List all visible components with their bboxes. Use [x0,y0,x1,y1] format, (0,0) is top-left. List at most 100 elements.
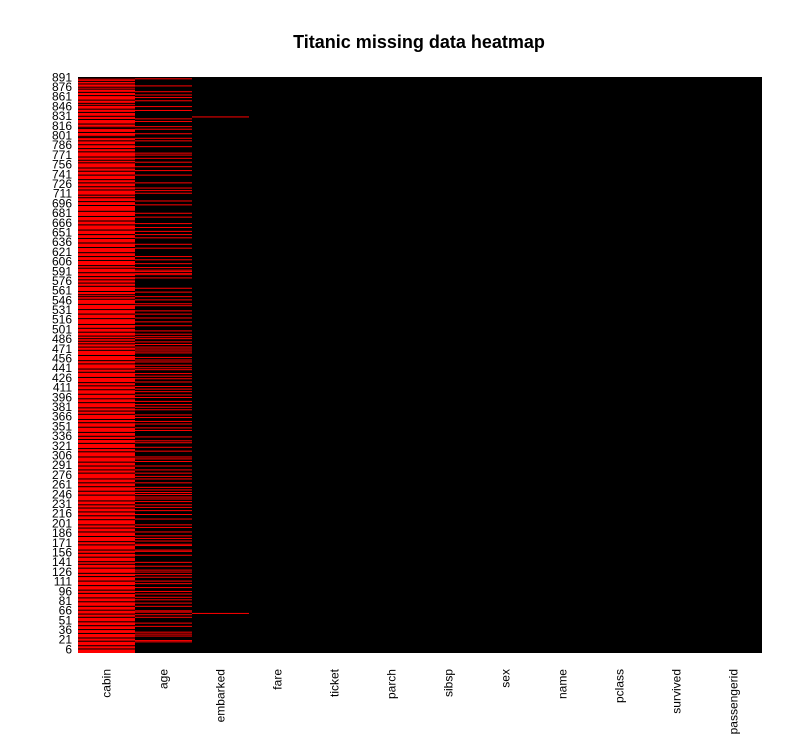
heatmap-cell-age-missing [135,338,192,340]
heatmap-cell-age-missing [135,406,192,408]
heatmap-cell-cabin-present [78,407,135,409]
heatmap-cell-cabin-present [78,104,135,106]
heatmap-cell-cabin-present [78,576,135,578]
y-tick-label: 501 [52,322,72,336]
heatmap-cell-cabin-present [78,640,135,642]
heatmap-cell-cabin-present [78,511,135,513]
heatmap-cell-age-missing [135,549,192,551]
heatmap-cell-age-missing [135,109,192,111]
heatmap-cell-cabin-present [78,303,135,305]
heatmap-cell-cabin-present [78,290,135,292]
heatmap-cell-cabin-present [78,88,135,90]
heatmap-cell-age-missing [135,325,192,327]
heatmap-cell-age-missing [135,375,192,377]
heatmap-cell-cabin-present [78,461,135,463]
heatmap-cell-age-missing [135,321,192,323]
heatmap-cell-age-missing [135,458,192,460]
heatmap-cell-age-missing [135,388,192,390]
heatmap-cell-age-missing [135,614,192,616]
heatmap-cell-age-missing [135,263,192,265]
y-tick-label: 351 [52,419,72,433]
heatmap-cell-age-missing [135,243,192,245]
x-tick-label-age: age [157,669,171,689]
heatmap-cell-cabin-present [78,338,135,340]
heatmap-cell-age-missing [135,133,192,135]
heatmap-cell-age-missing [135,400,192,402]
heatmap-cell-age-missing [135,543,192,545]
heatmap-cell-age-missing [135,526,192,528]
heatmap-cell-age-missing [135,182,192,184]
y-tick-label: 546 [52,293,72,307]
heatmap-cell-cabin-present [78,252,135,254]
x-tick-label-pclass: pclass [613,669,627,703]
heatmap-cell-age-missing [135,469,192,471]
heatmap-cell-cabin-present [78,500,135,502]
heatmap-cell-cabin-present [78,524,135,526]
heatmap-cell-cabin-present [78,242,135,244]
heatmap-cell-age-missing [135,561,192,563]
heatmap-cell-age-missing [135,346,192,348]
heatmap-cell-cabin-present [78,597,135,599]
y-tick-label: 321 [52,439,72,453]
y-tick-label: 246 [52,487,72,501]
heatmap-cell-cabin-present [78,265,135,267]
heatmap-cell-cabin-present [78,210,135,212]
heatmap-cell-age-missing [135,472,192,474]
heatmap-cell-age-missing [135,272,192,274]
heatmap-cell-cabin-present [78,368,135,370]
heatmap-cell-age-missing [135,192,192,194]
heatmap-cell-age-missing [135,269,192,271]
heatmap-cell-age-missing [135,317,192,319]
heatmap-cell-age-missing [135,504,192,506]
heatmap-cell-age-missing [135,633,192,635]
heatmap-cell-age-missing [135,336,192,338]
y-tick-label: 381 [52,400,72,414]
heatmap-cell-age-missing [135,381,192,383]
heatmap-cell-age-missing [135,506,192,508]
heatmap-cell-age-missing [135,540,192,542]
heatmap-cell-age-missing [135,373,192,375]
heatmap-cell-age-missing [135,436,192,438]
heatmap-cell-cabin-present [78,224,135,226]
heatmap-cell-cabin-present [78,267,135,269]
heatmap-cell-cabin-present [78,504,135,506]
heatmap-cell-cabin-present [78,162,135,164]
heatmap-cell-cabin-present [78,426,135,428]
heatmap-cell-age-missing [135,348,192,350]
heatmap-cell-age-missing [135,596,192,598]
heatmap-cell-cabin-present [78,119,135,121]
heatmap-cell-cabin-present [78,609,135,611]
heatmap-cell-age-missing [135,496,192,498]
heatmap-cell-cabin-present [78,478,135,480]
heatmap-cell-age-missing [135,91,192,93]
y-tick-label: 471 [52,342,72,356]
heatmap-cell-cabin-present [78,205,135,206]
heatmap-cell-cabin-present [78,527,135,529]
y-tick-label: 216 [52,507,72,521]
y-tick-label: 261 [52,478,72,492]
x-axis-ticks: cabin age embarked fare ticket parch sibsp sex n… [100,668,741,734]
heatmap-cell-age-missing [135,456,192,458]
x-tick-label-survived: survived [670,669,684,714]
heatmap-cell-age-missing [135,237,192,239]
heatmap-cell-cabin-present [78,123,135,125]
y-tick-label: 771 [52,148,72,162]
heatmap-cell-age-missing [135,610,192,612]
y-tick-label: 516 [52,313,72,327]
heatmap-cell-cabin-present [78,131,135,133]
heatmap-cell-age-missing [135,187,192,189]
heatmap-cell-age-missing [135,465,192,467]
heatmap-cell-age-missing [135,580,192,582]
heatmap-cell-cabin-present [78,645,135,647]
heatmap-cell-age-missing [135,146,192,148]
heatmap-cell-cabin-present [78,448,135,450]
heatmap-cell-cabin-present [78,519,135,521]
heatmap-cell-age-missing [135,341,192,343]
heatmap-cell-age-missing [135,461,192,462]
heatmap-cell-age-missing [135,537,192,539]
heatmap-cell-cabin-present [78,544,135,546]
x-tick-label-passengerid: passengerid [727,669,741,734]
heatmap-cell-age-missing [135,256,192,258]
heatmap-cell-cabin-present [78,410,135,412]
heatmap-cell-age-missing [135,364,192,366]
